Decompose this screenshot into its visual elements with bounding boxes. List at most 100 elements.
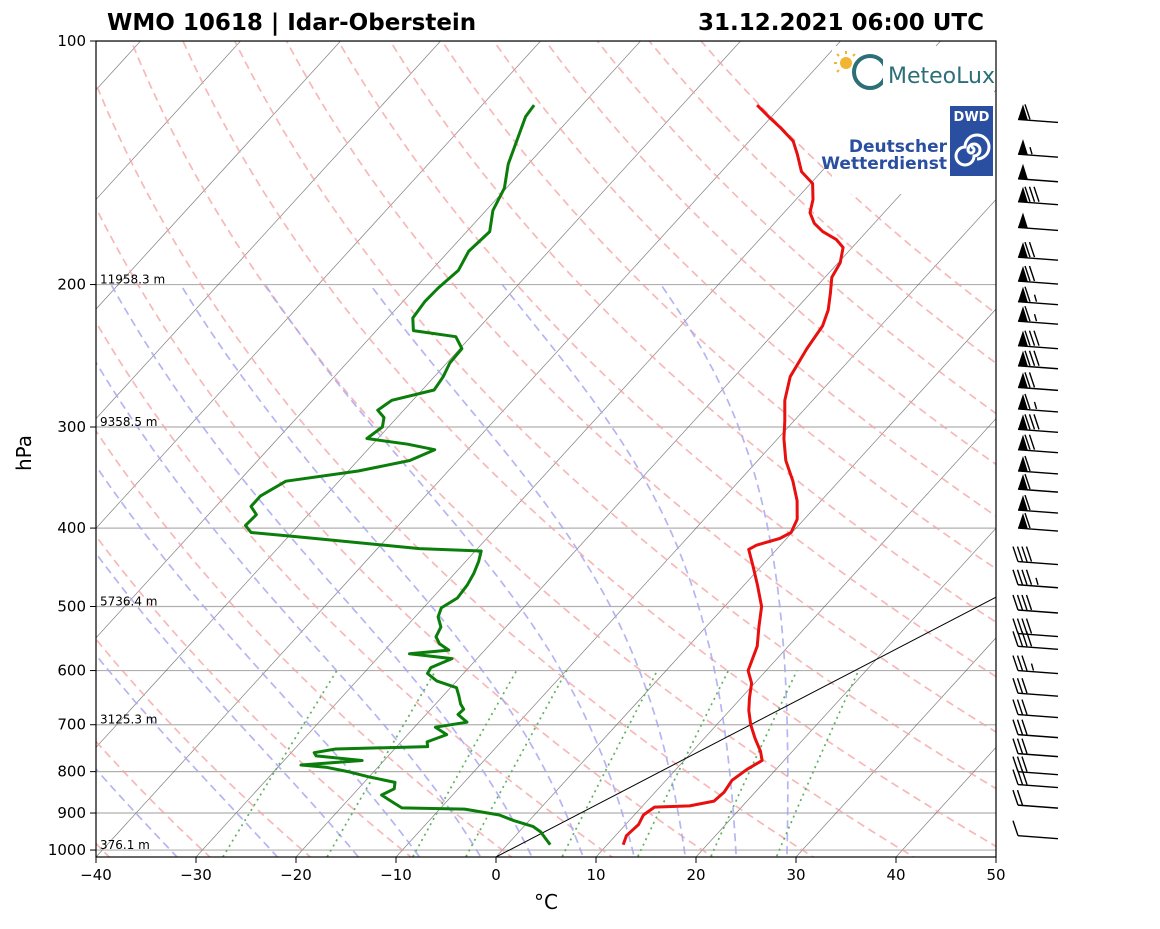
wind-barb-half-feather <box>1035 577 1039 585</box>
moist-adiabat <box>96 464 421 857</box>
wind-barb-feather <box>1016 719 1024 735</box>
wind-barb-shaft <box>1017 632 1059 638</box>
wind-barb <box>1012 594 1059 614</box>
moist-adiabat <box>179 284 585 857</box>
isotherm-30 <box>795 637 996 857</box>
wind-barb-feather <box>1021 618 1028 634</box>
wind-barb-feather <box>1024 512 1031 529</box>
x-tick-label: −40 <box>80 866 112 884</box>
y-tick-label: 100 <box>57 32 86 50</box>
wind-barb-feather <box>1012 789 1019 806</box>
wind-barb-feather <box>1016 769 1024 785</box>
x-tick-label: 30 <box>786 866 805 884</box>
isotherm--50 <box>96 41 742 748</box>
y-axis-label: hPa <box>12 435 36 471</box>
chart-title-station: WMO 10618 | Idar-Oberstein <box>107 10 476 36</box>
wind-barb-flag <box>1018 242 1028 259</box>
wind-barb-feather <box>1012 820 1019 836</box>
chart-title-datetime: 31.12.2021 06:00 UTC <box>698 10 984 36</box>
mixing-ratio-line <box>221 670 338 857</box>
wind-barb-flag <box>1018 474 1028 491</box>
wind-barb-shaft <box>1017 752 1059 758</box>
wind-barb-feather <box>1024 350 1031 366</box>
wind-barb-feather <box>1012 569 1019 585</box>
wind-barb <box>1012 756 1059 776</box>
wind-barb <box>1012 618 1059 638</box>
wind-barb-feather <box>1012 699 1019 715</box>
wind-barb-flag <box>1018 434 1028 451</box>
wind-barb-feather <box>1028 186 1036 202</box>
wind-barb-feather <box>1012 678 1019 694</box>
wind-barb-feather <box>1021 678 1028 694</box>
wind-barb-feather <box>1016 631 1024 647</box>
y-tick-label: 400 <box>57 519 86 537</box>
moist-adiabat <box>96 360 482 857</box>
wind-barb <box>1017 372 1059 392</box>
height-label: 11958.3 m <box>100 273 165 287</box>
wind-barb-flag <box>1018 212 1028 229</box>
wind-barb-feather <box>1021 756 1028 772</box>
wind-barb-feather <box>1033 414 1040 430</box>
wind-barb-flag <box>1018 104 1028 121</box>
wind-barb-feather <box>1021 631 1028 647</box>
wind-barb-shaft <box>1017 733 1059 739</box>
dewpoint-profile-line <box>244 104 552 846</box>
wind-barb-feather <box>1033 350 1040 366</box>
wind-barb-feather <box>1028 265 1036 282</box>
wind-barb-shaft <box>1017 804 1059 809</box>
x-tick-label: 20 <box>686 866 705 884</box>
wind-barb-feather <box>1016 699 1024 715</box>
wind-barb-flag <box>1018 393 1028 410</box>
wind-barb-feather <box>1016 789 1024 806</box>
isotherm--100 <box>96 41 242 200</box>
wind-barb <box>1012 655 1059 675</box>
wind-barb-feather <box>1024 455 1031 472</box>
wind-barb-feather <box>1033 186 1040 202</box>
wind-barb <box>1012 678 1059 697</box>
wind-barb-shaft <box>1017 770 1059 776</box>
wind-barb-feather <box>1028 434 1036 450</box>
wind-barb-feather <box>1021 546 1028 562</box>
wind-barb <box>1012 546 1059 566</box>
wind-barb-feather <box>1016 738 1024 754</box>
wind-barb-feather <box>1021 655 1028 671</box>
wind-barb-shaft <box>1017 560 1059 566</box>
wind-barb <box>1012 769 1059 789</box>
moist-adiabat <box>96 552 360 857</box>
wind-barb-feather <box>1021 738 1028 754</box>
height-labels: 11958.3 m 9358.5 m 5736.4 m 3125.3 m 376.1 m <box>100 273 165 852</box>
mixing-ratio-line <box>464 670 568 857</box>
wind-barb-flag <box>1018 266 1028 283</box>
temperature-profile-line <box>621 104 845 846</box>
dry-adiabat <box>96 534 413 857</box>
profile-series <box>244 104 845 846</box>
wind-barb-feather <box>1021 594 1028 611</box>
isotherm--70 <box>96 41 542 529</box>
height-label: 3125.3 m <box>100 713 158 727</box>
isotherm--90 <box>96 41 342 310</box>
dry-adiabat <box>96 637 312 857</box>
wind-barb-feather <box>1024 305 1031 322</box>
dry-adiabat <box>182 41 996 848</box>
moist-adiabat <box>660 284 789 857</box>
wind-barb-feather <box>1016 569 1024 585</box>
x-tick-label: −30 <box>180 866 212 884</box>
moist-adiabat <box>110 284 533 857</box>
wind-barb-feather <box>1024 434 1031 450</box>
wind-barb-feather <box>1024 372 1031 388</box>
wind-barb-flag <box>1018 139 1028 156</box>
wind-barbs <box>1012 104 1059 840</box>
wind-barb <box>1017 186 1059 206</box>
wind-barb-feather <box>1025 631 1033 647</box>
wind-barb-half-feather <box>1030 663 1035 671</box>
height-label: 5736.4 m <box>100 594 158 608</box>
wind-barb-feather <box>1021 769 1028 785</box>
wind-barb-flag <box>1018 350 1028 367</box>
wind-barb <box>1017 330 1059 350</box>
wind-barb <box>1017 350 1059 370</box>
wind-barb-feather <box>1016 678 1024 694</box>
dry-adiabat <box>285 41 996 734</box>
wind-barb-feather <box>1012 546 1019 562</box>
wind-barb-feather <box>1025 618 1033 634</box>
